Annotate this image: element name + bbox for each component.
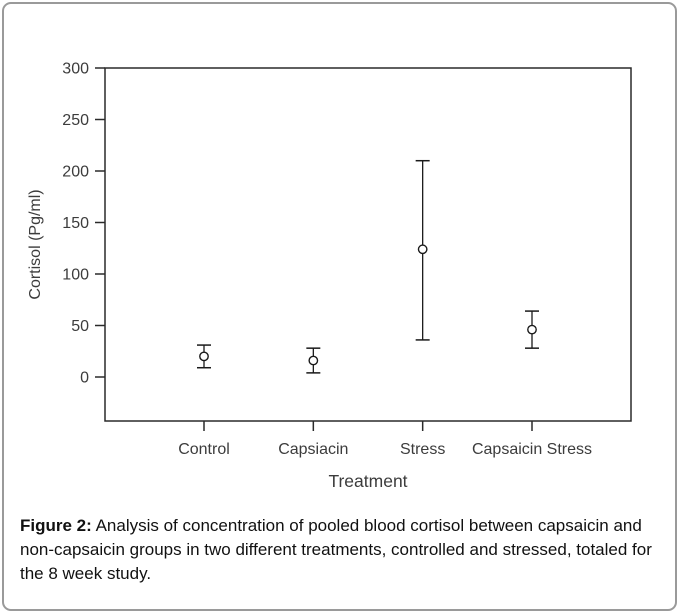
x-tick-label: Stress bbox=[400, 441, 445, 458]
x-tick-label: Capsiacin bbox=[278, 441, 348, 458]
data-point bbox=[527, 324, 537, 335]
y-tick-label: 250 bbox=[62, 112, 89, 129]
x-tick-label: Capsaicin Stress bbox=[472, 441, 592, 458]
cortisol-scatter-chart: 0 50 100 150 200 250 300 Control Capsiacin Stress… bbox=[27, 61, 632, 491]
data-point bbox=[199, 351, 209, 362]
figure-caption-text: Analysis of concentration of pooled bloo… bbox=[20, 516, 652, 583]
figure-caption-label: Figure 2: bbox=[20, 516, 92, 535]
y-tick-label: 150 bbox=[62, 215, 89, 232]
y-tick-label: 300 bbox=[62, 61, 89, 78]
data-point bbox=[308, 355, 319, 366]
data-point bbox=[417, 244, 428, 255]
x-axis-title: Treatment bbox=[328, 471, 407, 491]
figure-caption: Figure 2: Analysis of concentration of p… bbox=[20, 514, 672, 586]
y-tick-label: 0 bbox=[80, 370, 89, 387]
y-axis-title: Cortisol (Pg/ml) bbox=[27, 189, 44, 299]
x-tick-label: Control bbox=[178, 441, 230, 458]
y-tick-label: 50 bbox=[71, 318, 89, 335]
plot-frame bbox=[104, 67, 632, 422]
y-tick-label: 200 bbox=[62, 164, 89, 181]
y-tick-label: 100 bbox=[62, 267, 89, 284]
